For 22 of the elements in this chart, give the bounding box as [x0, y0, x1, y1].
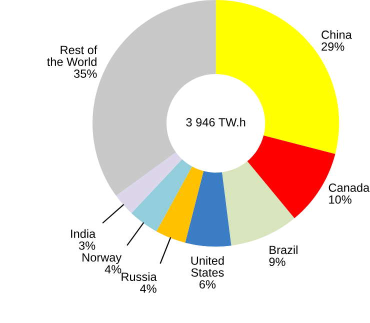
- data-label: 4%: [140, 284, 156, 293]
- data-label: 35%: [74, 70, 97, 78]
- slice-label: Brazil: [270, 245, 298, 254]
- slice-label: Rest of the World: [47, 45, 98, 66]
- slice-label: Canada: [328, 183, 370, 192]
- data-label: 29%: [322, 42, 344, 51]
- donut-slice: [185, 171, 232, 247]
- donut-slice: [116, 152, 182, 214]
- data-label: 10%: [329, 195, 352, 204]
- slice-label: China: [322, 30, 352, 39]
- donut-slice: [131, 159, 192, 232]
- data-label: 9%: [269, 258, 286, 266]
- slice-label: Russia: [122, 272, 157, 281]
- slice-label: Norway: [82, 253, 122, 264]
- donut-slice: [156, 166, 204, 243]
- slice-label: India: [71, 229, 96, 238]
- data-label: 4%: [104, 265, 122, 274]
- donut-slice: [222, 161, 294, 246]
- slice-label: United States: [191, 256, 224, 277]
- data-label: 6%: [200, 280, 216, 289]
- data-label: 3%: [78, 241, 96, 250]
- text: 3 946 TW.h: [186, 118, 246, 126]
